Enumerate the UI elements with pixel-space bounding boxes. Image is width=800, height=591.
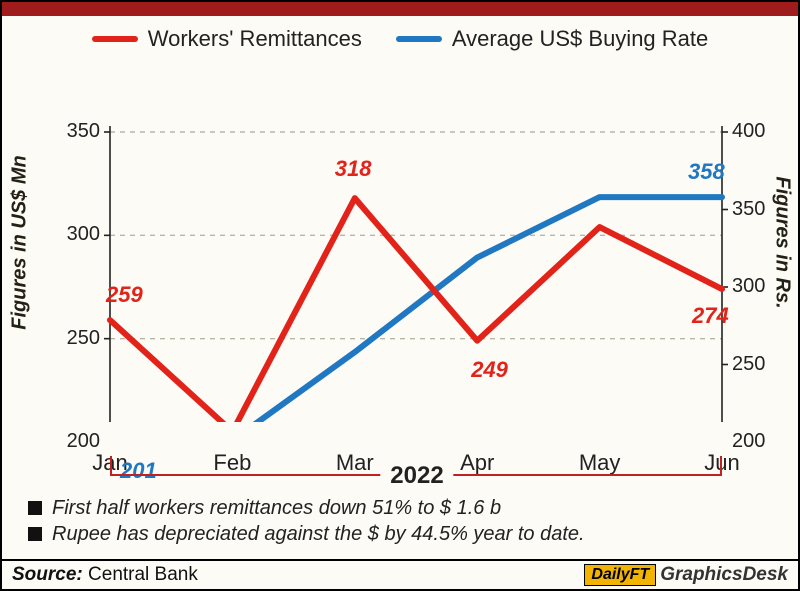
legend-swatch-rate bbox=[396, 36, 442, 42]
data-point-label: 274 bbox=[692, 303, 729, 329]
footer: Source: Central Bank DailyFT GraphicsDes… bbox=[2, 559, 798, 589]
x-axis-bracket: 2022 bbox=[92, 464, 742, 492]
bullet-text: First half workers remittances down 51% … bbox=[52, 496, 501, 522]
legend-item-rate: Average US$ Buying Rate bbox=[396, 26, 708, 52]
chart-area: 200250300350200250300350400JanFebMarAprM… bbox=[32, 62, 772, 422]
x-axis-title: 2022 bbox=[380, 462, 453, 490]
bullet-row: First half workers remittances down 51% … bbox=[28, 496, 778, 522]
chart-svg bbox=[32, 62, 772, 422]
legend-swatch-remittances bbox=[92, 36, 138, 42]
brand-text: GraphicsDesk bbox=[660, 564, 788, 586]
bullet-square-icon bbox=[28, 527, 42, 541]
legend-label-remittances: Workers' Remittances bbox=[148, 26, 362, 52]
legend-label-rate: Average US$ Buying Rate bbox=[452, 26, 708, 52]
bullet-square-icon bbox=[28, 501, 42, 515]
chart-card: Workers' Remittances Average US$ Buying … bbox=[0, 0, 800, 591]
data-point-label: 318 bbox=[335, 156, 372, 182]
bullet-text: Rupee has depreciated against the $ by 4… bbox=[52, 522, 585, 548]
bullet-notes: First half workers remittances down 51% … bbox=[28, 496, 778, 547]
legend-item-remittances: Workers' Remittances bbox=[92, 26, 362, 52]
legend: Workers' Remittances Average US$ Buying … bbox=[2, 26, 798, 52]
data-point-label: 259 bbox=[106, 282, 143, 308]
data-point-label: 249 bbox=[471, 357, 508, 383]
source-line: Source: Central Bank bbox=[12, 564, 198, 586]
brand-logo: DailyFT bbox=[584, 564, 656, 586]
source-value: Central Bank bbox=[88, 564, 198, 585]
y-left-axis-title: Figures in US$ Mn bbox=[8, 62, 32, 422]
bullet-row: Rupee has depreciated against the $ by 4… bbox=[28, 522, 778, 548]
source-prefix: Source: bbox=[12, 564, 83, 585]
brand: DailyFT GraphicsDesk bbox=[584, 564, 788, 586]
data-point-label: 358 bbox=[688, 159, 725, 185]
top-accent-bar bbox=[2, 2, 798, 16]
